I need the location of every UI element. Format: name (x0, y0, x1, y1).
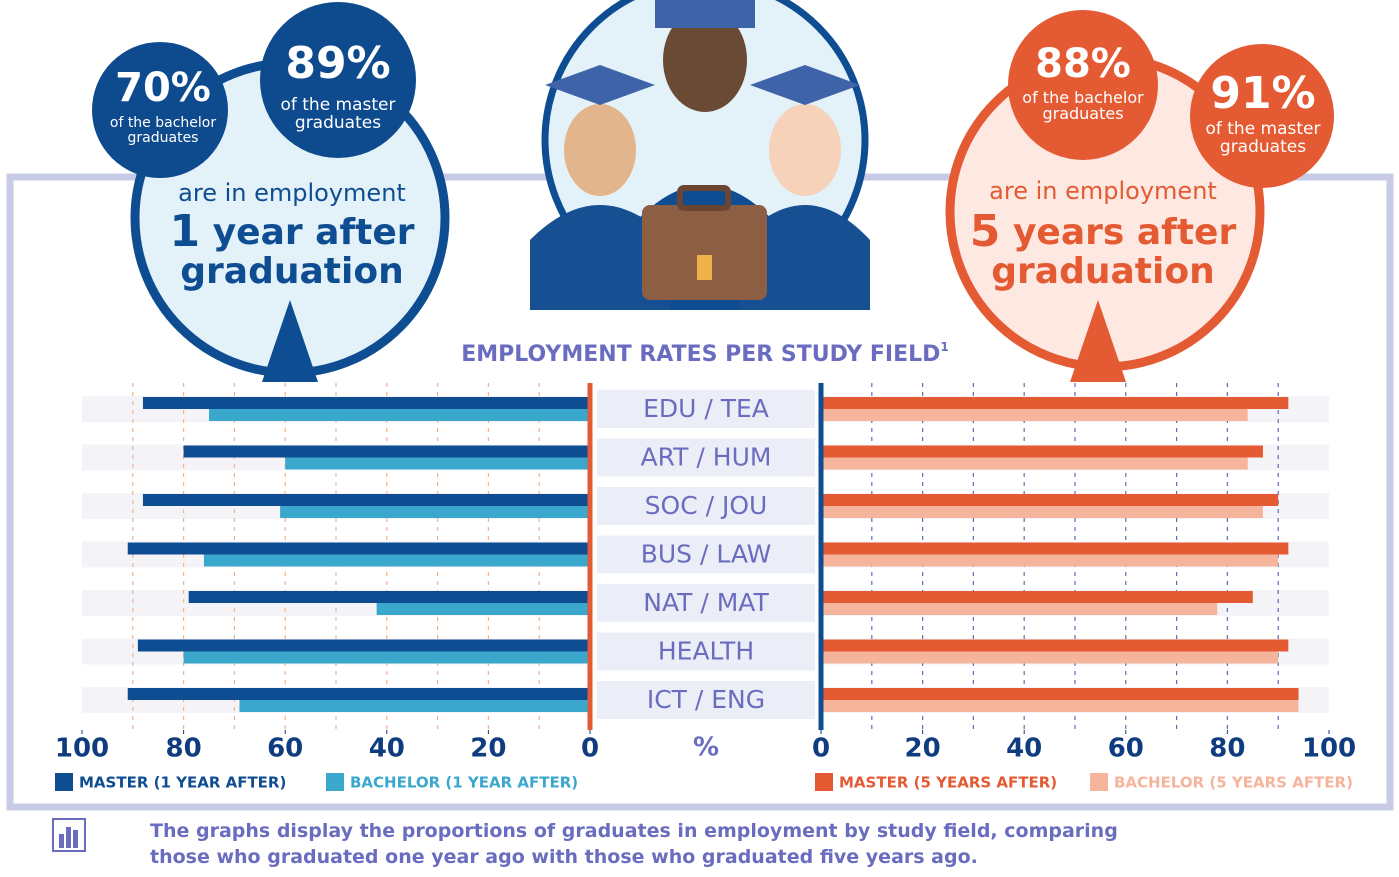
pct: 91% (1210, 68, 1315, 119)
big-num: 1 (170, 206, 201, 257)
legend-swatch (815, 773, 833, 791)
category-box (597, 487, 815, 525)
bar (239, 700, 591, 712)
headline: 5 years after (970, 206, 1237, 257)
bar (821, 591, 1253, 603)
bubble (1190, 44, 1334, 188)
bar (137, 639, 590, 652)
bar (821, 506, 1263, 518)
chart-title: EMPLOYMENT RATES PER STUDY FIELD1 (461, 340, 949, 368)
category-label: ICT / ENG (647, 685, 765, 714)
x-tick-label: 40 (369, 734, 405, 764)
pct: 88% (1035, 41, 1131, 87)
category-box (597, 438, 815, 477)
bar (376, 603, 590, 615)
bar (821, 554, 1279, 567)
x-tick-label: 80 (1209, 734, 1245, 764)
pct-text: of the master graduates (280, 96, 396, 133)
pct-text: of the bachelor graduates (1022, 90, 1144, 123)
bar (127, 542, 590, 555)
x-tick-label: 60 (267, 734, 303, 764)
bubble (92, 42, 228, 178)
pct-text: of the master graduates (280, 96, 396, 133)
category-box (597, 584, 815, 622)
headline: graduation (180, 251, 403, 292)
x-tick-label: 100 (55, 734, 109, 764)
title-text: EMPLOYMENT RATES PER STUDY FIELD (461, 342, 940, 367)
legend-label: MASTER (1 YEAR AFTER) (79, 774, 286, 792)
category-label: SOC / JOU (645, 491, 768, 520)
bubble (1008, 10, 1158, 160)
category-box (597, 535, 815, 574)
bar (821, 445, 1263, 458)
bar (188, 591, 590, 603)
legend-label: MASTER (5 YEARS AFTER) (839, 774, 1057, 792)
pointer (262, 300, 318, 382)
category-label: ART / HUM (641, 443, 772, 472)
pct: 89% (285, 38, 390, 89)
pct: 70% (115, 65, 211, 111)
x-tick-label: 40 (1006, 734, 1042, 764)
category-box (597, 681, 815, 719)
x-tick-label: 20 (470, 734, 506, 764)
title-note: 1 (940, 340, 948, 354)
category-label: NAT / MAT (643, 588, 769, 617)
category-box (597, 390, 815, 428)
footnote: The graphs display the proportions of gr… (150, 820, 1118, 868)
x-tick-label: 80 (166, 734, 202, 764)
bar (821, 409, 1248, 421)
bar (821, 651, 1279, 664)
category-label: HEALTH (658, 637, 754, 666)
x-axis-label: % (693, 733, 719, 763)
pct-text: of the bachelor graduates (109, 116, 217, 146)
bar (209, 409, 590, 421)
bar (821, 542, 1289, 555)
pct-text: of the master graduates (1205, 120, 1321, 157)
legend-label: BACHELOR (5 YEARS AFTER) (1114, 774, 1353, 792)
bar (821, 639, 1289, 652)
pointer (1070, 300, 1126, 382)
big-text: years after (1013, 212, 1236, 253)
pct-text: of the bachelor graduates (109, 116, 217, 146)
x-tick-label: 100 (1302, 734, 1356, 764)
bar (285, 457, 590, 470)
bar (183, 445, 590, 458)
bar (127, 688, 590, 700)
headline: 1 year after (170, 206, 415, 257)
legend-label: BACHELOR (1 YEAR AFTER) (350, 774, 578, 792)
icon (52, 818, 86, 852)
legend-swatch (55, 773, 73, 791)
bar (280, 506, 590, 518)
headline: are in employment (178, 179, 406, 207)
headline: are in employment (989, 177, 1217, 205)
bar (183, 651, 590, 664)
legend-swatch (1090, 773, 1108, 791)
bar (142, 494, 590, 506)
bar (142, 397, 590, 409)
bar (821, 494, 1279, 506)
x-tick-label: 60 (1108, 734, 1144, 764)
bar (203, 554, 591, 567)
legend-swatch (326, 773, 344, 791)
category-box (597, 632, 815, 671)
category-label: BUS / LAW (641, 540, 772, 569)
x-tick-label: 0 (812, 734, 830, 764)
bar (821, 700, 1299, 712)
x-tick-label: 0 (581, 734, 599, 764)
headline: graduation (991, 251, 1214, 292)
bar (821, 457, 1248, 470)
bar (821, 397, 1289, 409)
big-text: year after (213, 212, 415, 253)
category-label: EDU / TEA (643, 394, 769, 423)
illustration (530, 0, 870, 310)
pct-text: of the master graduates (1205, 120, 1321, 157)
bar (821, 688, 1299, 700)
pct-text: of the bachelor graduates (1022, 90, 1144, 123)
big-num: 5 (970, 206, 1001, 257)
bar (821, 603, 1218, 615)
x-tick-label: 20 (905, 734, 941, 764)
bubble (260, 2, 416, 158)
